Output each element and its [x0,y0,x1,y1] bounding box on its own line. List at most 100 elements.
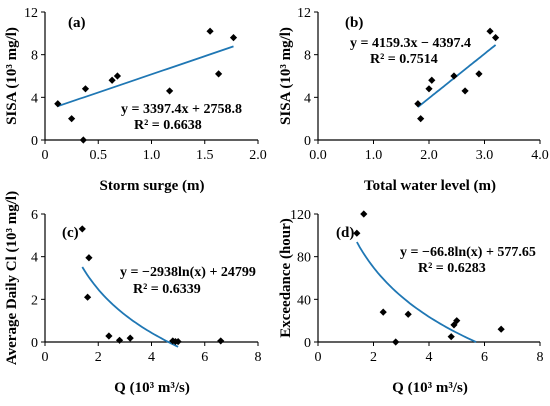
x-tick-label: 8 [537,350,544,365]
data-point [79,136,87,144]
data-point [450,321,458,329]
r-squared: R² = 0.6283 [418,261,486,276]
y-tick-label: 12 [24,6,38,21]
data-point [379,308,387,316]
data-point [450,72,458,80]
data-point [428,76,436,84]
y-tick-label: 80 [297,251,311,266]
trendline [81,266,179,348]
panel-label: (b) [345,15,363,31]
y-tick-label: 6 [31,208,38,223]
data-point [447,333,455,341]
x-tick-label: 2 [95,350,102,365]
data-point [174,337,182,346]
panel-b: 0.0 1.0 2.0 3.0 4.0 0 4 8 12 (b) y = 4159.3x − 439… [278,6,549,194]
x-tick-label: 6 [201,350,208,365]
y-tick-label: 0 [304,336,311,351]
data-point [214,70,223,78]
data-point [166,87,174,95]
data-point [497,325,505,333]
y-axis-label: Average Daily Cl (10³ mg/l) [4,191,20,365]
data-point [81,85,90,93]
x-tick-label: 2.0 [420,148,438,163]
data-point [417,115,425,123]
x-tick-label: 8 [255,350,262,365]
panel-label: (c) [62,225,79,241]
trendline [356,241,477,343]
x-tick-label: 1.0 [365,148,383,163]
x-tick-label: 3.0 [476,148,494,163]
fit-equation: y = −2938ln(x) + 24799 [120,265,256,280]
y-tick-label: 8 [304,49,311,64]
x-tick-label: 1.0 [143,148,161,163]
data-point [126,334,134,342]
x-axis-label: Total water level (m) [364,178,496,194]
panel-c: 0 2 4 6 8 0 2 4 6 (c) y = −2938ln(x) + 24799 R² = 0… [4,191,262,396]
x-tick-label: 2.0 [249,148,267,163]
data-point [78,225,86,233]
y-tick-label: 2 [31,293,38,308]
y-axis-label: Exceedance (hour) [278,218,294,338]
x-tick-label: 4 [148,350,155,365]
x-tick-label: 6 [481,350,488,365]
panel-a: 0 0.5 1.0 1.5 2.0 0 4 8 12 (a) y = 3397.4x + 2758.… [4,6,267,194]
x-tick-label: 0 [42,148,49,163]
x-tick-label: 0.5 [90,148,108,163]
data-point [105,332,113,340]
data-point [85,254,93,262]
data-point [115,336,124,344]
fit-equation: y = 3397.4x + 2758.8 [121,102,242,117]
y-axis-label: SISA (10³ mg/l) [4,27,20,125]
data-point [404,310,412,318]
data-point [360,210,368,218]
x-tick-label: 4 [426,350,433,365]
y-tick-label: 0 [31,134,38,149]
x-tick-label: 2 [370,350,377,365]
y-tick-label: 0 [31,336,38,351]
data-point [229,34,238,42]
y-axis-label: SISA (10³ mg/l) [278,27,294,125]
data-point [486,27,494,35]
panel-label: (d) [336,225,354,241]
panel-label: (a) [68,15,86,31]
y-tick-label: 8 [31,49,38,64]
data-point [353,229,361,237]
x-tick-label: 0 [315,350,322,365]
data-point [68,115,76,123]
r-squared: R² = 0.7514 [370,52,438,67]
y-tick-label: 4 [31,251,38,266]
y-tick-label: 120 [290,208,311,223]
y-tick-label: 40 [297,293,311,308]
x-tick-label: 0.0 [309,148,327,163]
data-point [113,72,122,80]
data-point [425,85,433,93]
r-squared: R² = 0.6339 [133,282,201,297]
x-axis-label: Storm surge (m) [100,178,205,194]
data-point [492,34,500,42]
y-tick-label: 0 [304,134,311,149]
x-tick-label: 4.0 [531,148,549,163]
data-point [206,27,214,35]
r-squared: R² = 0.6638 [134,118,202,133]
x-axis-label: Q (10³ m³/s) [114,380,190,396]
data-point [217,337,225,345]
data-point [453,317,461,325]
data-point [414,100,422,108]
trendline [57,45,234,108]
data-point [108,76,116,84]
data-point [475,70,483,78]
data-point [461,87,469,95]
y-tick-label: 4 [31,91,38,106]
data-point [392,338,400,346]
y-tick-label: 4 [304,91,311,106]
x-tick-label: 0 [42,350,49,365]
fit-equation: y = −66.8ln(x) + 577.65 [400,245,536,260]
y-tick-label: 12 [297,6,311,21]
data-point [84,293,92,301]
x-axis-label: Q (10³ m³/s) [392,380,468,396]
x-tick-label: 1.5 [196,148,214,163]
data-point [54,100,62,108]
fit-equation: y = 4159.3x − 4397.4 [350,36,471,51]
